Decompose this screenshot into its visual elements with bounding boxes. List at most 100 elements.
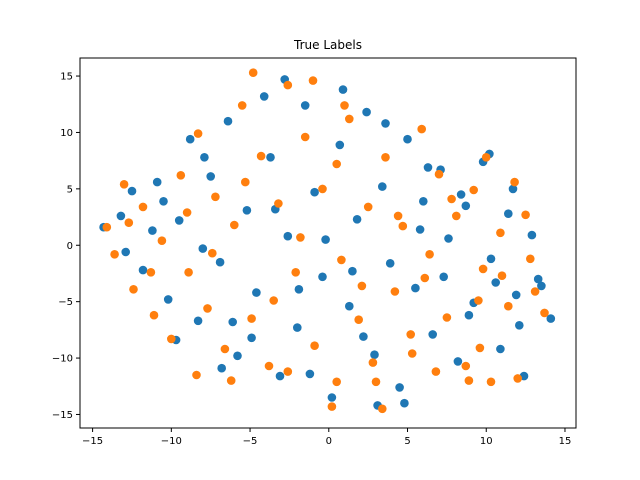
- scatter-point: [431, 367, 441, 376]
- scatter-point: [226, 376, 236, 385]
- scatter-point: [496, 228, 505, 238]
- x-tick-label: 5: [404, 436, 410, 447]
- plot-frame: [79, 57, 577, 429]
- y-tick-label: −15: [52, 410, 73, 421]
- y-tick-label: −5: [58, 297, 73, 308]
- scatter-point: [223, 116, 233, 126]
- x-axis: −15 −10 −5 0 5 10 15: [82, 428, 571, 447]
- scatter-point: [215, 257, 225, 267]
- x-tick-label: 10: [480, 436, 493, 447]
- scatter-point: [406, 330, 416, 339]
- scatter-point: [283, 231, 293, 241]
- scatter-point: [385, 259, 395, 268]
- scatter-point: [149, 310, 159, 320]
- scatter-point: [332, 377, 342, 387]
- scatter-point: [348, 266, 357, 276]
- y-tick-label: 0: [67, 241, 73, 252]
- scatter-point: [275, 371, 285, 381]
- scatter-point: [497, 271, 507, 281]
- scatter-point: [340, 101, 349, 110]
- scatter-point: [419, 197, 428, 206]
- scatter-point: [425, 250, 434, 259]
- scatter-point: [110, 250, 119, 259]
- scatter-point: [453, 357, 463, 366]
- scatter-point: [266, 153, 275, 162]
- scatter-point: [283, 80, 293, 90]
- scatter-point: [283, 367, 293, 376]
- scatter-point: [537, 281, 546, 291]
- scatter-point: [464, 376, 474, 385]
- x-tick-label: −15: [82, 436, 103, 447]
- scatter-point: [511, 290, 521, 300]
- scatter-point: [241, 177, 250, 187]
- scatter-point: [203, 304, 212, 313]
- scatter-point: [318, 272, 327, 282]
- scatter-point: [442, 313, 452, 322]
- scatter-point: [515, 321, 524, 330]
- scatter-point: [345, 301, 354, 311]
- y-tick-label: −10: [52, 354, 73, 365]
- scatter-point: [338, 85, 348, 94]
- scatter-point: [327, 393, 337, 402]
- scatter-point: [407, 349, 417, 358]
- scatter-point: [294, 285, 304, 294]
- scatter-point: [206, 172, 215, 181]
- scatter-point: [332, 159, 342, 169]
- scatter-point: [395, 383, 404, 392]
- scatter-point: [247, 333, 256, 343]
- scatter-point: [129, 285, 138, 294]
- scatter-point: [200, 153, 209, 162]
- scatter-point: [496, 344, 505, 354]
- scatter-point: [256, 151, 266, 161]
- scatter-point: [102, 222, 112, 232]
- scatter-point: [354, 315, 364, 325]
- scatter-point: [157, 236, 167, 245]
- scatter-point: [248, 68, 258, 77]
- scatter-point: [335, 140, 345, 150]
- scatter-point: [368, 358, 378, 367]
- x-tick-label: 0: [326, 436, 332, 447]
- scatter-point: [461, 201, 471, 211]
- scatter-point: [428, 330, 438, 339]
- scatter-point: [308, 76, 318, 85]
- scatter-point: [318, 184, 327, 194]
- scatter-point: [116, 211, 126, 221]
- y-tick-label: 10: [60, 128, 73, 139]
- scatter-point: [220, 344, 230, 354]
- scatter-point: [198, 244, 208, 253]
- scatter-point: [444, 234, 453, 243]
- scatter-point: [211, 192, 220, 202]
- scatter-point: [491, 278, 501, 287]
- scatter-point: [464, 310, 474, 320]
- scatter-point: [363, 202, 373, 212]
- y-tick-label: 15: [60, 72, 73, 83]
- scatter-point: [486, 254, 496, 264]
- scatter-point: [146, 268, 156, 277]
- scatter-point: [252, 288, 261, 297]
- scatter-point: [293, 323, 302, 332]
- scatter-point: [411, 283, 420, 293]
- scatter-point: [486, 377, 496, 387]
- x-tick-label: −5: [243, 436, 258, 447]
- scatter-point: [452, 211, 461, 221]
- scatter-point: [378, 404, 387, 414]
- scatter-point: [370, 350, 379, 360]
- scatter-point: [193, 316, 203, 326]
- scatter-point: [423, 163, 433, 172]
- scatter-point: [228, 317, 237, 327]
- scatter-point: [124, 218, 134, 227]
- scatter-point: [521, 210, 530, 220]
- scatter-point: [176, 171, 186, 180]
- scatter-point: [352, 215, 362, 224]
- scatter-point: [504, 209, 513, 218]
- scatter-point: [478, 264, 488, 274]
- scatter-point: [310, 187, 319, 197]
- scatter-point: [526, 254, 535, 264]
- scatter-point: [540, 308, 549, 318]
- scatter-point: [127, 186, 137, 196]
- scatter-point: [510, 177, 519, 187]
- scatter-point: [247, 314, 256, 323]
- scatter-point: [417, 124, 427, 134]
- scatter-point: [159, 197, 168, 206]
- scatter-point: [121, 247, 130, 257]
